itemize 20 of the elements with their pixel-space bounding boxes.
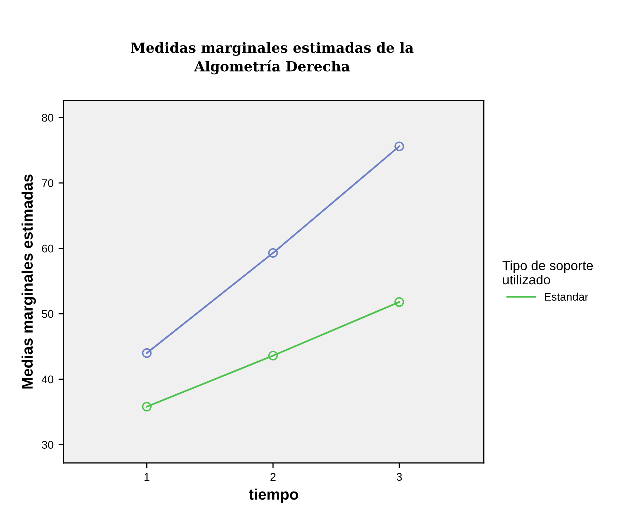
point (268, 351, 278, 361)
chart-title: Medidas marginales estimadas de la Algometría Derecha (131, 42, 414, 75)
point (142, 348, 152, 358)
y-axis-title: Medias marginales estimadas (22, 174, 36, 389)
point (394, 142, 404, 152)
legend-title: Tipo de soporte utilizado (502, 260, 594, 285)
x-tick-label: 2 (270, 473, 276, 481)
y-tick-label: 40 (42, 376, 54, 384)
x-tick-label: 1 (144, 473, 150, 481)
point (268, 248, 278, 258)
y-tick-label: 50 (42, 310, 54, 318)
x-tick-label: 3 (396, 473, 402, 482)
point (142, 402, 152, 412)
legend-label: Estandar (545, 292, 588, 301)
y-tick-label: 70 (42, 179, 54, 188)
y-tick-label: 60 (42, 244, 54, 253)
y-tick-label: 30 (42, 441, 54, 450)
point (394, 297, 404, 308)
x-axis-title: tiempo (249, 488, 298, 504)
y-tick-label: 80 (42, 114, 54, 122)
